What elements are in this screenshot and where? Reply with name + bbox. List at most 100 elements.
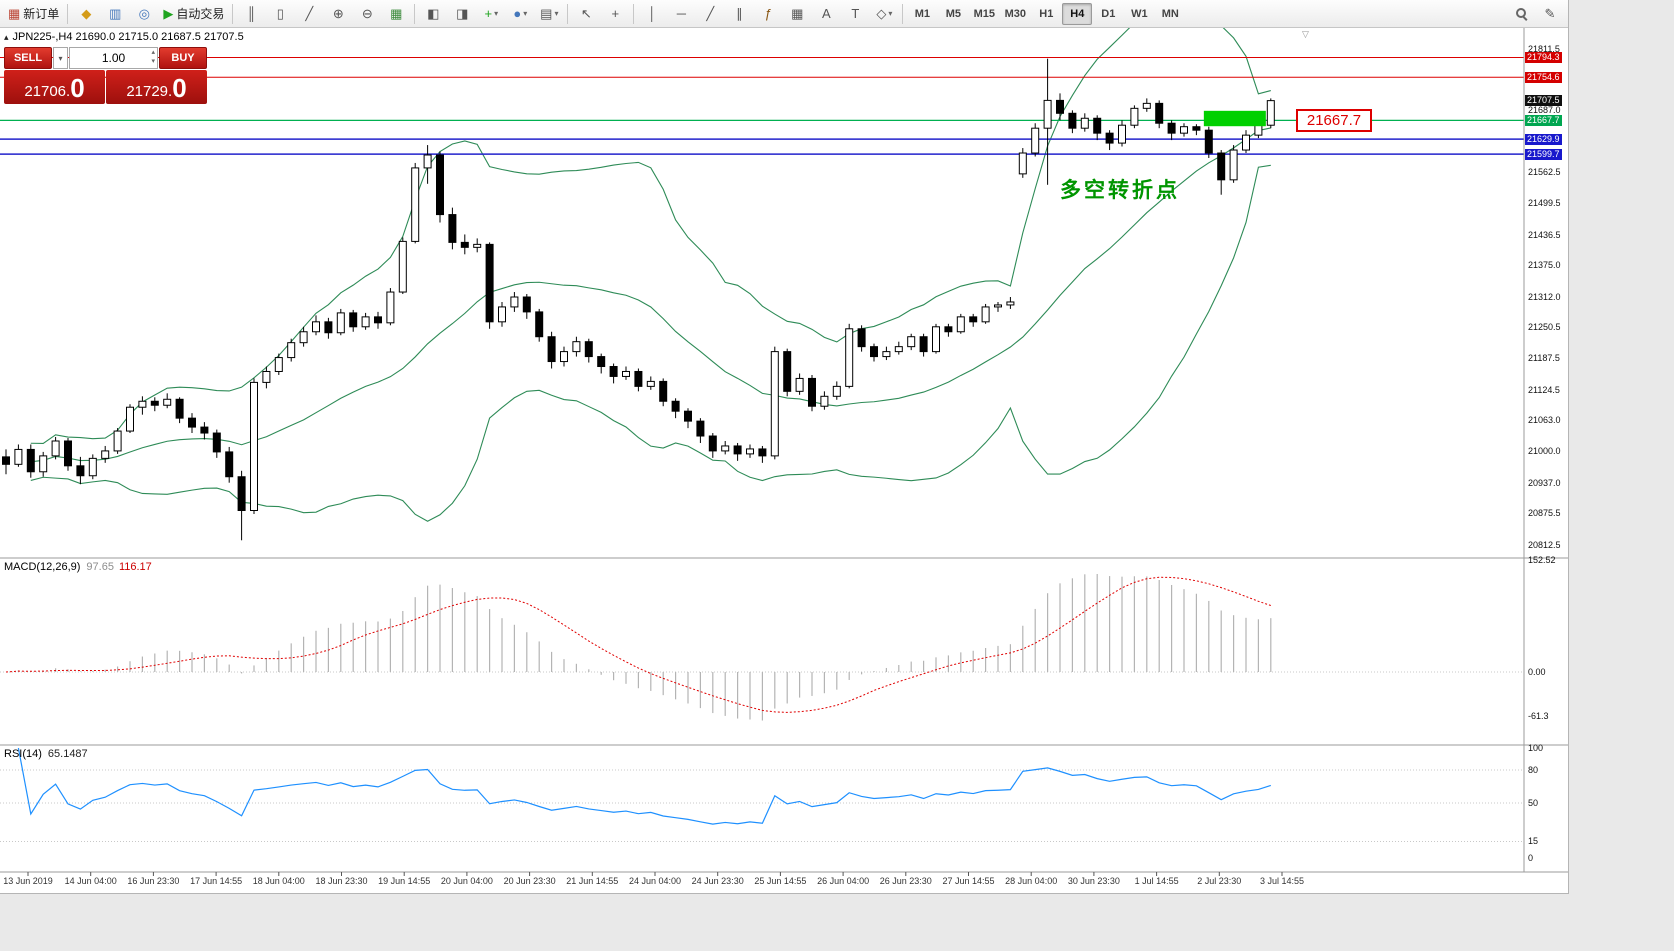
panel-dividers	[0, 28, 1568, 876]
strategy-navigator-icon: ◎	[138, 6, 150, 21]
magnifier-icon	[1515, 8, 1527, 19]
fibonacci-button[interactable]: ƒ	[754, 2, 782, 26]
toolbar-separator	[232, 3, 234, 24]
timeframe-m5-button[interactable]: M5	[945, 7, 961, 20]
cursor-button[interactable]: ↖	[572, 2, 600, 26]
bb-lower-line	[30, 164, 1271, 522]
bb-upper-line	[30, 28, 1271, 445]
autotrade-button-label: 自动交易	[176, 7, 225, 21]
indicators-button[interactable]: + ▾	[477, 2, 505, 26]
dropdown-caret-icon: ▾	[554, 9, 559, 18]
timeframe-h4-button[interactable]: H4	[1062, 2, 1093, 25]
timeframe-w1-button[interactable]: W1	[1131, 7, 1148, 20]
zoom-in-button[interactable]: ⊕	[324, 2, 352, 26]
highlight-zone[interactable]	[1203, 110, 1266, 127]
new-order-icon: ▦	[8, 6, 21, 21]
toolbar-separator	[567, 3, 569, 24]
buy-price-frac: 0	[172, 73, 187, 103]
edit-icon: ✎	[1544, 6, 1556, 21]
autotrade-button[interactable]: ▶ 自动交易	[159, 2, 228, 26]
bar-chart-button[interactable]: ║	[237, 2, 265, 26]
level-lines[interactable]	[0, 57, 1524, 155]
lot-size-value: 1.00	[101, 51, 126, 65]
sell-price-panel[interactable]: 21706. 0	[4, 70, 105, 104]
dropdown-caret-icon: ▾	[523, 9, 528, 18]
zoom-out-button[interactable]: ⊖	[353, 2, 381, 26]
toolbar: ▦ 新订单 ◆ ▥ ◎ ▶ 自动交易 ║ ▯ ╱ ⊕ ⊖ ▦ ◧ ◨ + ▾ ● ▾ ▤ ▾ ↖ + │ ─ ╱ ∥ ƒ ▦ A T ◇ ▾ M1…	[0, 0, 1568, 28]
toolbar-separator	[902, 3, 904, 24]
macd-panel	[0, 574, 1524, 721]
chart-annotation-text[interactable]: 多空转折点	[1060, 178, 1180, 202]
equidistant-channel-button[interactable]: ∥	[725, 2, 753, 26]
one-click-collapse-icon[interactable]: ▴	[4, 31, 9, 42]
arrows-icon: ◇	[876, 6, 887, 21]
strategy-navigator-button[interactable]: ◎	[130, 2, 158, 26]
new-order-button[interactable]: ▦ 新订单	[4, 2, 63, 26]
horizontal-line-icon: ─	[676, 6, 686, 21]
chart-shift-marker-icon[interactable]: ▽	[1302, 29, 1309, 39]
timeframe-d1-button[interactable]: D1	[1101, 7, 1116, 20]
text-icon: A	[821, 6, 831, 21]
horizontal-line-button[interactable]: ─	[667, 2, 695, 26]
terminal-window: ▦ 新订单 ◆ ▥ ◎ ▶ 自动交易 ║ ▯ ╱ ⊕ ⊖ ▦ ◧ ◨ + ▾ ● ▾ ▤ ▾ ↖ + │ ─ ╱ ∥ ƒ ▦ A T ◇ ▾ M1…	[0, 0, 1569, 894]
indicators-icon: +	[484, 6, 493, 21]
spinner-up-icon[interactable]: ▴	[151, 49, 155, 56]
chart-canvas[interactable]	[0, 0, 1568, 893]
symbol-ohlc-text: JPN225-,H4 21690.0 21715.0 21687.5 21707…	[12, 31, 244, 43]
tile-windows-icon: ▦	[390, 6, 403, 21]
timeframe-h1-button[interactable]: H1	[1039, 7, 1054, 20]
text-button[interactable]: A	[812, 2, 840, 26]
line-chart-button[interactable]: ╱	[295, 2, 323, 26]
buy-button[interactable]: BUY	[159, 47, 207, 69]
periods-button[interactable]: ● ▾	[506, 2, 534, 26]
edit-button[interactable]: ✎	[1536, 2, 1564, 26]
spinner-down-icon[interactable]: ▾	[151, 58, 155, 65]
rsi-panel	[0, 747, 1524, 842]
rsi-indicator-label: RSI(14) 65.1487	[4, 748, 88, 760]
search-button[interactable]	[1507, 2, 1535, 26]
arrange-vertical-button[interactable]: ◨	[448, 2, 476, 26]
candle-chart-button[interactable]: ▯	[266, 2, 294, 26]
crosshair-button[interactable]: +	[601, 2, 629, 26]
arrange-horizontal-button[interactable]: ◧	[419, 2, 447, 26]
price-callout-box[interactable]: 21667.7	[1296, 109, 1372, 133]
buy-price-int: 21729.	[126, 83, 173, 100]
macd-name: MACD(12,26,9)	[4, 561, 81, 573]
dropdown-caret-icon: ▾	[888, 9, 893, 18]
dropdown-caret-icon: ▾	[494, 9, 499, 18]
text-label-button[interactable]: T	[841, 2, 869, 26]
data-window-button[interactable]: ▥	[101, 2, 129, 26]
cursor-icon: ↖	[580, 6, 592, 21]
rsi-line	[17, 747, 1271, 825]
lot-size-input[interactable]: 1.00 ▴ ▾	[69, 47, 158, 69]
grid-icon: ▦	[791, 6, 804, 21]
vertical-line-button[interactable]: │	[638, 2, 666, 26]
grid-button[interactable]: ▦	[783, 2, 811, 26]
fibonacci-icon: ƒ	[764, 6, 772, 21]
periods-icon: ●	[513, 6, 522, 21]
toolbar-separator	[633, 3, 635, 24]
templates-button[interactable]: ▤ ▾	[535, 2, 563, 26]
trendline-button[interactable]: ╱	[696, 2, 724, 26]
buy-price-panel[interactable]: 21729. 0	[106, 70, 207, 104]
timeframe-m1-button[interactable]: M1	[914, 7, 930, 20]
zoom-out-icon: ⊖	[361, 6, 373, 21]
timeframe-m30-button[interactable]: M30	[1004, 7, 1027, 20]
sell-price-int: 21706.	[24, 83, 71, 100]
timeframe-m15-button[interactable]: M15	[973, 7, 996, 20]
crosshair-icon: +	[611, 6, 620, 21]
lot-spinner[interactable]: ▴ ▾	[151, 49, 155, 67]
line-chart-icon: ╱	[305, 6, 314, 21]
sell-button[interactable]: SELL	[4, 47, 52, 69]
order-type-dropdown[interactable]: ▾	[53, 47, 68, 69]
macd-main-value: 97.65	[86, 561, 114, 573]
bb-middle-line	[30, 127, 1271, 463]
sell-price-frac: 0	[70, 73, 85, 103]
market-watch-button[interactable]: ◆	[72, 2, 100, 26]
market-watch-icon: ◆	[81, 6, 92, 21]
arrows-button[interactable]: ◇ ▾	[870, 2, 898, 26]
bar-chart-icon: ║	[246, 6, 256, 21]
tile-windows-button[interactable]: ▦	[382, 2, 410, 26]
toolbar-separator	[67, 3, 69, 24]
timeframe-mn-button[interactable]: MN	[1161, 7, 1179, 20]
